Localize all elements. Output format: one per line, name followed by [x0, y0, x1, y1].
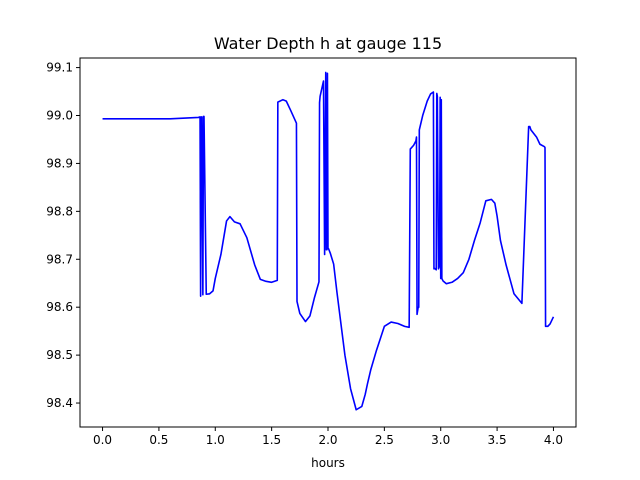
- x-tick-label: 1.5: [262, 433, 281, 447]
- x-tick-label: 0.0: [93, 433, 112, 447]
- y-tick-label: 98.4: [46, 396, 73, 410]
- series-layer: [102, 71, 555, 411]
- x-tick-label: 2.5: [375, 433, 394, 447]
- x-axis-ticks: 0.0 0.5 1.0 1.5 2.0 2.5 3.0 3.5 4.0: [93, 427, 563, 447]
- x-tick-label: 0.5: [149, 433, 168, 447]
- y-tick-label: 99.0: [46, 109, 73, 123]
- x-tick-label: 3.5: [488, 433, 507, 447]
- y-tick-label: 98.6: [46, 300, 73, 314]
- y-axis-ticks: 98.4 98.5 98.6 98.7 98.8 98.9 99.0 99.1: [46, 61, 80, 410]
- series-line-0: [102, 71, 555, 411]
- x-tick-label: 3.0: [431, 433, 450, 447]
- y-tick-label: 98.9: [46, 156, 73, 170]
- x-axis-label: hours: [311, 456, 345, 470]
- y-tick-label: 98.7: [46, 252, 73, 266]
- chart-title: Water Depth h at gauge 115: [214, 34, 442, 53]
- y-tick-label: 99.1: [46, 61, 73, 75]
- x-tick-label: 2.0: [318, 433, 337, 447]
- x-tick-label: 1.0: [206, 433, 225, 447]
- y-tick-label: 98.5: [46, 348, 73, 362]
- y-tick-label: 98.8: [46, 204, 73, 218]
- x-tick-label: 4.0: [544, 433, 563, 447]
